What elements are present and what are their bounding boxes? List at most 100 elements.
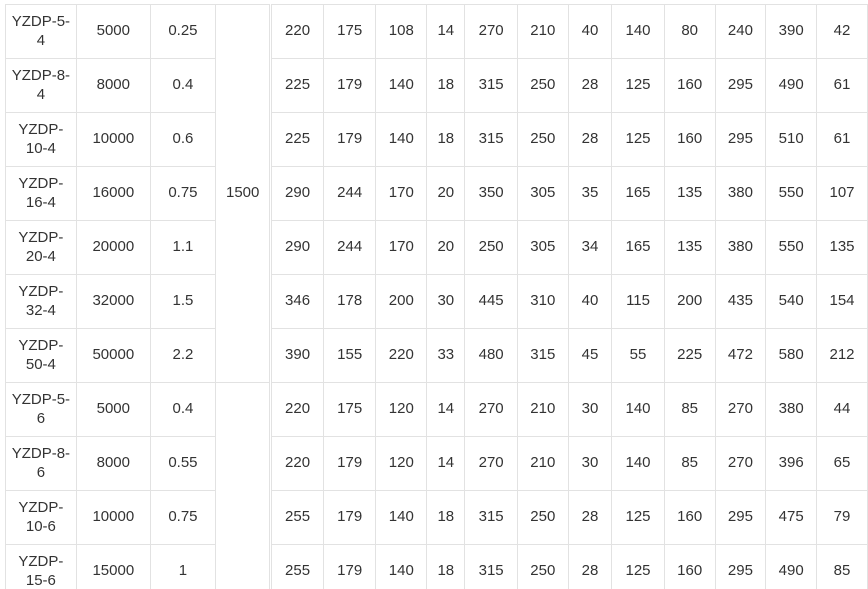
cell-dimension-d10: 435 [714, 274, 767, 329]
cell-dimension-d8: 125 [611, 112, 665, 167]
cell-dimension-d6: 250 [516, 112, 569, 167]
table-body: YZDP-5-4 5000 0.25 1500 220 175 108 14 270 210 40 1… [5, 4, 868, 589]
cell-dimension-d4: 18 [426, 58, 466, 113]
column-group-spacer [269, 436, 272, 491]
cell-dimension-d8: 125 [611, 544, 665, 589]
cell-dimension-d8: 115 [611, 274, 665, 329]
cell-dimension-d2: 178 [322, 274, 377, 329]
cell-dimension-d10: 240 [714, 4, 767, 59]
table-row: YZDP-50-4 50000 2.2 390 155 220 33 480 315 45 55 22… [5, 328, 868, 383]
cell-airflow: 8000 [75, 58, 151, 113]
cell-dimension-d5: 270 [464, 436, 518, 491]
cell-dimension-d11: 540 [765, 274, 818, 329]
cell-dimension-d7: 35 [567, 166, 613, 221]
cell-dimension-d6: 315 [516, 328, 569, 383]
cell-dimension-d8: 125 [611, 490, 665, 545]
cell-dimension-d2: 179 [322, 112, 377, 167]
cell-dimension-d7: 45 [567, 328, 613, 383]
cell-dimension-d11: 396 [765, 436, 818, 491]
cell-dimension-d8: 140 [611, 382, 665, 437]
cell-airflow: 20000 [75, 220, 151, 275]
cell-dimension-d9: 160 [663, 112, 716, 167]
cell-rotation-speed [214, 382, 271, 589]
cell-dimension-d9: 225 [663, 328, 716, 383]
cell-dimension-d1: 220 [271, 382, 324, 437]
cell-dimension-d11: 390 [765, 4, 818, 59]
cell-dimension-d10: 270 [714, 436, 767, 491]
cell-dimension-d6: 310 [516, 274, 569, 329]
cell-dimension-d3: 140 [375, 58, 428, 113]
cell-dimension-d1: 225 [271, 58, 324, 113]
cell-airflow: 5000 [75, 382, 151, 437]
cell-dimension-d12: 61 [816, 112, 868, 167]
cell-dimension-d2: 155 [322, 328, 377, 383]
cell-power: 1.1 [149, 220, 217, 275]
cell-dimension-d10: 295 [714, 490, 767, 545]
cell-model: YZDP-10-4 [5, 112, 77, 167]
cell-dimension-d6: 210 [516, 382, 569, 437]
cell-dimension-d3: 140 [375, 544, 428, 589]
cell-dimension-d1: 390 [271, 328, 324, 383]
cell-dimension-d5: 315 [464, 58, 518, 113]
column-group-spacer [269, 220, 272, 275]
cell-dimension-d7: 28 [567, 58, 613, 113]
cell-dimension-d3: 108 [375, 4, 428, 59]
cell-airflow: 32000 [75, 274, 151, 329]
table-row: YZDP-10-6 10000 0.75 255 179 140 18 315 250 28 125… [5, 490, 868, 545]
cell-dimension-d4: 18 [426, 112, 466, 167]
cell-dimension-d6: 250 [516, 58, 569, 113]
cell-dimension-d2: 244 [322, 220, 377, 275]
cell-dimension-d2: 179 [322, 58, 377, 113]
cell-rotation-speed: 1500 [214, 4, 271, 383]
cell-airflow: 10000 [75, 112, 151, 167]
table-row: YZDP-5-6 5000 0.4 220 175 120 14 270 210 30 140 85 2… [5, 382, 868, 589]
cell-dimension-d6: 305 [516, 166, 569, 221]
cell-dimension-d10: 270 [714, 382, 767, 437]
cell-power: 1.5 [149, 274, 217, 329]
table-row: YZDP-10-4 10000 0.6 225 179 140 18 315 250 28 125 1… [5, 112, 868, 167]
column-group-spacer [269, 544, 272, 589]
cell-dimension-d6: 250 [516, 490, 569, 545]
cell-dimension-d9: 85 [663, 436, 716, 491]
table-row: YZDP-8-4 8000 0.4 225 179 140 18 315 250 28 125 160… [5, 58, 868, 113]
column-group-spacer [269, 58, 272, 113]
cell-dimension-d12: 107 [816, 166, 868, 221]
cell-dimension-d10: 472 [714, 328, 767, 383]
cell-power: 0.75 [149, 166, 217, 221]
cell-dimension-d8: 125 [611, 58, 665, 113]
table-row: YZDP-8-6 8000 0.55 220 179 120 14 270 210 30 140 85… [5, 436, 868, 491]
cell-dimension-d3: 170 [375, 220, 428, 275]
cell-dimension-d4: 14 [426, 4, 466, 59]
cell-dimension-d2: 175 [322, 382, 377, 437]
cell-dimension-d9: 135 [663, 220, 716, 275]
cell-dimension-d9: 200 [663, 274, 716, 329]
cell-dimension-d12: 61 [816, 58, 868, 113]
column-group-spacer [269, 490, 272, 545]
cell-dimension-d1: 290 [271, 166, 324, 221]
cell-dimension-d4: 30 [426, 274, 466, 329]
cell-dimension-d1: 220 [271, 436, 324, 491]
cell-dimension-d8: 165 [611, 166, 665, 221]
cell-dimension-d12: 212 [816, 328, 868, 383]
cell-dimension-d1: 225 [271, 112, 324, 167]
table-row: YZDP-20-4 20000 1.1 290 244 170 20 250 305 34 165 1… [5, 220, 868, 275]
cell-dimension-d2: 179 [322, 436, 377, 491]
cell-dimension-d5: 350 [464, 166, 518, 221]
cell-dimension-d5: 315 [464, 544, 518, 589]
cell-airflow: 10000 [75, 490, 151, 545]
cell-dimension-d5: 270 [464, 382, 518, 437]
cell-dimension-d1: 346 [271, 274, 324, 329]
cell-dimension-d3: 200 [375, 274, 428, 329]
cell-dimension-d5: 445 [464, 274, 518, 329]
cell-dimension-d10: 295 [714, 58, 767, 113]
column-group-spacer [269, 274, 272, 329]
cell-dimension-d4: 33 [426, 328, 466, 383]
cell-dimension-d7: 34 [567, 220, 613, 275]
cell-dimension-d11: 490 [765, 544, 818, 589]
cell-power: 0.75 [149, 490, 217, 545]
cell-dimension-d3: 170 [375, 166, 428, 221]
column-group-spacer [269, 4, 272, 59]
cell-dimension-d6: 250 [516, 544, 569, 589]
cell-power: 1 [149, 544, 217, 589]
